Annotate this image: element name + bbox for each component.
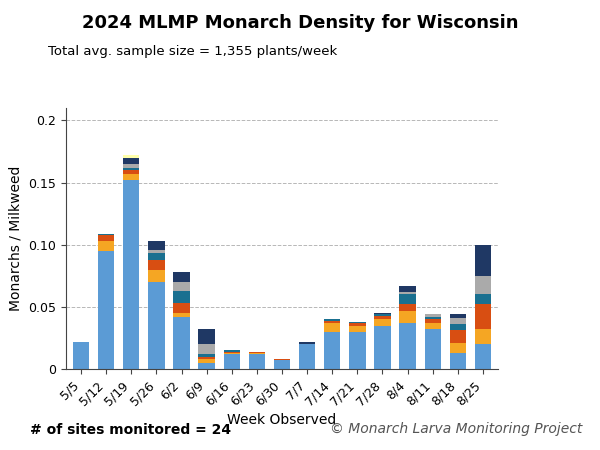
Bar	[123, 168, 139, 170]
Bar	[324, 323, 340, 332]
Bar	[98, 241, 115, 251]
Bar	[148, 270, 164, 282]
Bar	[123, 180, 139, 369]
Bar	[148, 282, 164, 369]
Bar	[148, 260, 164, 270]
Bar	[98, 251, 115, 369]
Bar	[249, 353, 265, 354]
Bar	[349, 325, 365, 332]
Bar	[274, 359, 290, 360]
Text: # of sites monitored = 24: # of sites monitored = 24	[30, 423, 231, 436]
Bar	[475, 329, 491, 344]
Bar	[324, 320, 340, 323]
Bar	[425, 320, 441, 323]
Bar	[199, 329, 215, 344]
Bar	[349, 323, 365, 325]
Bar	[98, 235, 115, 241]
Bar	[449, 330, 466, 343]
Bar	[123, 164, 139, 168]
Bar	[73, 342, 89, 369]
Bar	[475, 344, 491, 369]
Bar	[400, 323, 416, 369]
Bar	[199, 354, 215, 356]
Text: 2024 MLMP Monarch Density for Wisconsin: 2024 MLMP Monarch Density for Wisconsin	[82, 14, 518, 32]
Bar	[400, 304, 416, 310]
Bar	[400, 292, 416, 294]
Bar	[374, 325, 391, 369]
Bar	[148, 241, 164, 250]
Bar	[98, 234, 115, 235]
Bar	[374, 314, 391, 315]
Bar	[449, 318, 466, 324]
Bar	[173, 317, 190, 369]
Bar	[224, 351, 240, 353]
Bar	[374, 313, 391, 314]
Bar	[148, 250, 164, 253]
Bar	[224, 354, 240, 369]
Bar	[425, 323, 441, 329]
Bar	[123, 170, 139, 174]
Bar	[173, 291, 190, 303]
Bar	[123, 155, 139, 158]
Bar	[449, 343, 466, 353]
Bar	[449, 353, 466, 369]
Bar	[449, 324, 466, 330]
Bar	[199, 363, 215, 369]
Y-axis label: Monarchs / Milkweed: Monarchs / Milkweed	[9, 166, 23, 311]
Bar	[123, 174, 139, 180]
Bar	[199, 356, 215, 359]
Bar	[400, 286, 416, 292]
Bar	[173, 313, 190, 317]
Bar	[475, 304, 491, 329]
Bar	[374, 320, 391, 325]
Bar	[374, 315, 391, 320]
Bar	[400, 294, 416, 304]
Bar	[425, 329, 441, 369]
Bar	[349, 322, 365, 323]
Bar	[173, 303, 190, 313]
Bar	[425, 317, 441, 319]
Text: © Monarch Larva Monitoring Project: © Monarch Larva Monitoring Project	[329, 423, 582, 436]
Bar	[349, 332, 365, 369]
Text: Total avg. sample size = 1,355 plants/week: Total avg. sample size = 1,355 plants/we…	[48, 45, 337, 58]
Bar	[475, 294, 491, 304]
Bar	[299, 344, 315, 369]
Bar	[449, 314, 466, 318]
Bar	[224, 353, 240, 354]
Bar	[425, 314, 441, 317]
Bar	[324, 332, 340, 369]
Bar	[199, 344, 215, 354]
Bar	[475, 276, 491, 294]
Bar	[400, 310, 416, 323]
Bar	[173, 272, 190, 282]
Bar	[299, 342, 315, 344]
Bar	[249, 354, 265, 369]
Bar	[148, 253, 164, 260]
Bar	[173, 282, 190, 291]
Bar	[123, 158, 139, 164]
Bar	[249, 351, 265, 353]
X-axis label: Week Observed: Week Observed	[227, 414, 337, 428]
Bar	[274, 360, 290, 369]
Bar	[475, 245, 491, 276]
Bar	[199, 359, 215, 363]
